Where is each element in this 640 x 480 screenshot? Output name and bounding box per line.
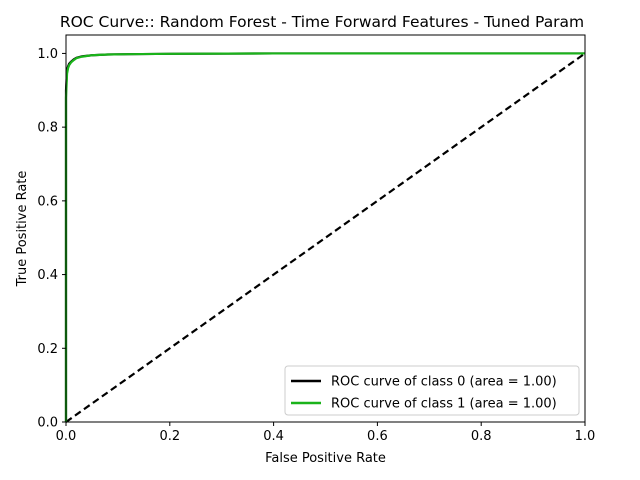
x-axis-label: False Positive Rate bbox=[265, 451, 386, 466]
y-tick-label: 0.6 bbox=[37, 194, 58, 209]
x-tick-label: 1.0 bbox=[575, 429, 596, 444]
y-tick-label: 1.0 bbox=[37, 47, 58, 62]
x-tick-label: 0.8 bbox=[471, 429, 492, 444]
y-tick-label: 0.0 bbox=[37, 416, 58, 431]
y-tick-label: 0.2 bbox=[37, 342, 58, 357]
legend-box bbox=[284, 365, 580, 416]
roc-curve-class-1-line bbox=[64, 52, 585, 422]
y-tick-label: 0.8 bbox=[37, 121, 58, 136]
legend-label-class-1: ROC curve of class 1 (area = 1.00) bbox=[331, 397, 557, 412]
x-tick-label: 0.6 bbox=[367, 429, 388, 444]
x-tick-label: 0.0 bbox=[56, 429, 77, 444]
legend: ROC curve of class 0 (area = 1.00) ROC cu… bbox=[284, 365, 580, 416]
y-axis-label: True Positive Rate bbox=[15, 171, 30, 288]
plot-frame bbox=[65, 34, 586, 423]
legend-label-class-0: ROC curve of class 0 (area = 1.00) bbox=[331, 375, 557, 390]
y-tick-label: 0.4 bbox=[37, 268, 58, 283]
chart-title: ROC Curve:: Random Forest - Time Forward… bbox=[60, 13, 584, 31]
x-tick-label: 0.4 bbox=[263, 429, 284, 444]
reference-diagonal-line bbox=[65, 52, 586, 423]
x-tick-label: 0.2 bbox=[159, 429, 180, 444]
